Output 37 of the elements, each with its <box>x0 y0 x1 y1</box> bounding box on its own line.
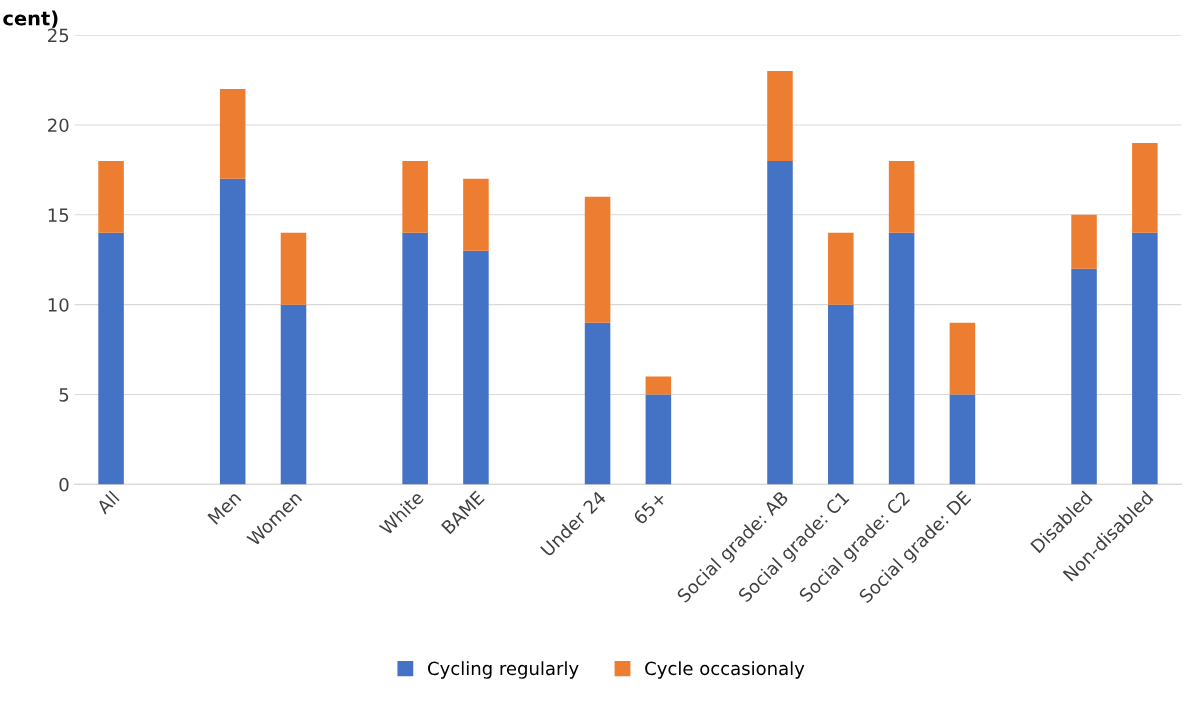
bar <box>280 232 307 305</box>
y-tick-label: 0 <box>59 477 69 492</box>
bar <box>828 232 854 305</box>
bar <box>584 196 611 323</box>
bar <box>828 304 854 485</box>
bar <box>219 178 246 485</box>
bar <box>584 322 611 485</box>
bar <box>949 394 976 485</box>
bar <box>463 178 489 251</box>
chart-title: cent) <box>3 10 58 28</box>
bar <box>1132 142 1158 233</box>
bar <box>1132 232 1158 485</box>
y-tick-label: 5 <box>59 388 69 402</box>
bar <box>1071 214 1097 269</box>
bar <box>402 160 428 233</box>
bar <box>645 376 672 395</box>
y-tick-label: 25 <box>48 28 69 43</box>
bar <box>767 71 793 161</box>
bar <box>949 322 976 395</box>
bar <box>888 232 915 485</box>
bar <box>463 250 489 485</box>
bar <box>98 160 124 233</box>
y-tick-label: 10 <box>48 298 69 312</box>
y-tick-label: 20 <box>48 118 69 133</box>
bar <box>645 394 672 485</box>
x-tick-label: All <box>95 490 120 515</box>
bar <box>767 160 793 485</box>
legend-label: Cycle occasionaly <box>645 661 805 679</box>
bar <box>888 160 915 233</box>
legend-label: Cycling regularly <box>428 661 579 679</box>
bar <box>219 89 246 179</box>
bar <box>1071 268 1097 485</box>
y-tick-label: 15 <box>48 208 69 222</box>
bar <box>402 232 428 485</box>
bar <box>98 232 124 485</box>
x-tick-label: 65+ <box>632 490 667 526</box>
bar <box>280 304 307 485</box>
